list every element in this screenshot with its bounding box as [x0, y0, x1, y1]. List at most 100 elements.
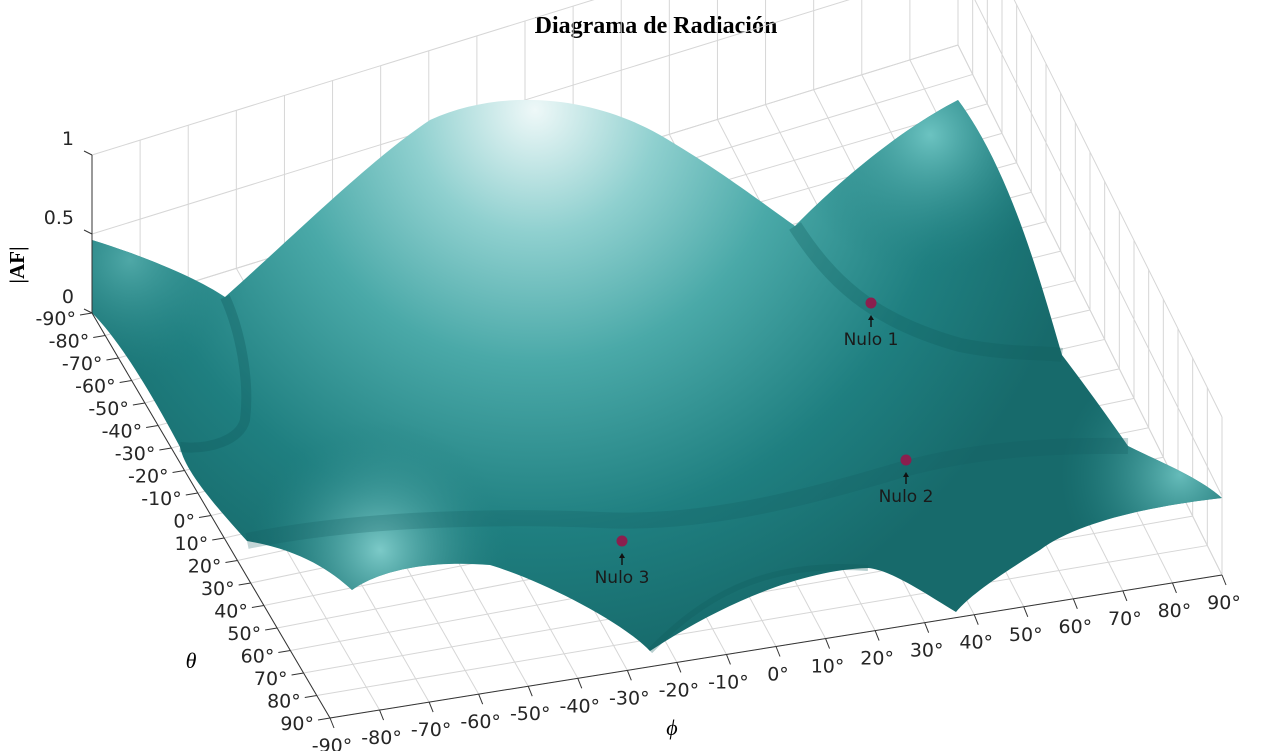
theta-tick-label: -60°	[75, 376, 116, 398]
theta-tick-label: 60°	[241, 646, 275, 668]
theta-tick-label: 50°	[227, 623, 261, 645]
theta-tick-mark	[317, 717, 331, 721]
theta-tick-mark	[198, 515, 212, 518]
null-point	[616, 535, 628, 547]
phi-tick-label: -20°	[659, 679, 700, 701]
surface-valley	[789, 222, 1063, 362]
phi-tick-label: 0°	[767, 664, 789, 686]
z-tick-label: 0	[62, 286, 74, 308]
theta-tick-label: -30°	[115, 443, 156, 465]
phi-tick-mark	[1171, 582, 1177, 594]
surface-lobe-shade	[92, 99, 1222, 651]
phi-tick-mark	[1023, 606, 1029, 617]
phi-tick-label: -90°	[312, 735, 353, 751]
null-arrow-head	[868, 315, 874, 320]
theta-tick-mark	[225, 560, 238, 563]
phi-tick-mark	[1221, 574, 1227, 586]
surface-valley	[647, 564, 869, 654]
theta-tick-mark	[265, 627, 278, 631]
z-grid-line	[91, 0, 1223, 418]
null-arrow-head	[903, 472, 909, 477]
theta-tick-mark	[304, 695, 317, 698]
phi-tick-label: 70°	[1108, 608, 1142, 630]
null-point	[865, 297, 877, 309]
floor-grid-line	[316, 545, 1208, 696]
phi-tick-label: 20°	[860, 648, 894, 670]
null-point	[900, 454, 912, 466]
theta-tick-label: -40°	[102, 421, 143, 443]
phi-tick-mark	[1072, 598, 1078, 610]
surface-valley	[245, 437, 1129, 549]
phi-tick-mark	[478, 693, 484, 705]
phi-tick-label: -70°	[411, 719, 452, 741]
chart-title: Diagrama de Radiación	[535, 13, 778, 39]
phi-tick-mark	[527, 686, 533, 697]
phi-tick-label: 50°	[1009, 624, 1043, 646]
z-tick-mark	[83, 150, 93, 156]
z-axis-label: |AF|	[5, 246, 29, 283]
phi-tick-label: 30°	[910, 640, 944, 662]
z-tick-mark	[83, 308, 93, 314]
phi-tick-label: -60°	[460, 711, 501, 733]
theta-tick-label: -80°	[49, 331, 90, 353]
theta-tick-mark	[185, 492, 198, 496]
null-label: Nulo 2	[879, 487, 934, 507]
theta-axis-ticks: -90°-80°-70°-60°-50°-40°-30°-20°-10°0°10…	[35, 308, 331, 735]
z-axis-ticks: 00.51	[44, 128, 93, 314]
phi-axis-label: ϕ	[666, 715, 677, 740]
phi-axis-ticks: -90° -80° -70° -60° -50° -40° -30° -20° -10° 0° 10…	[312, 574, 1241, 751]
theta-tick-label: -90°	[35, 308, 76, 330]
null-annotations: Nulo 1 Nulo 2 Nulo 3	[595, 297, 934, 588]
theta-tick-label: 0°	[173, 511, 195, 533]
theta-tick-mark	[132, 402, 145, 406]
phi-tick-label: 90°	[1207, 592, 1241, 614]
theta-tick-mark	[146, 425, 159, 428]
phi-tick-mark	[973, 614, 979, 625]
theta-tick-mark	[238, 582, 251, 586]
phi-tick-label: 60°	[1058, 616, 1092, 638]
theta-tick-label: 10°	[175, 533, 209, 555]
af-surface	[92, 99, 1222, 654]
phi-tick-label: 10°	[811, 656, 845, 678]
null-marker: Nulo 3	[595, 535, 650, 588]
theta-tick-mark	[291, 672, 304, 676]
phi-tick-label: -80°	[361, 727, 402, 749]
null-arrow-head	[619, 553, 625, 558]
theta-tick-mark	[119, 380, 132, 383]
theta-tick-label: -70°	[62, 353, 103, 375]
phi-tick-mark	[676, 662, 682, 673]
phi-tick-mark	[825, 638, 831, 649]
phi-tick-mark	[924, 622, 930, 633]
z-tick-label: 0.5	[44, 207, 74, 229]
null-label: Nulo 3	[595, 568, 650, 588]
theta-tick-label: 80°	[267, 691, 301, 713]
phi-tick-label: -40°	[560, 695, 601, 717]
theta-axis-label: θ	[186, 648, 197, 673]
theta-tick-label: 30°	[201, 578, 235, 600]
z-tick-mark	[83, 229, 93, 235]
theta-tick-mark	[278, 650, 291, 653]
theta-tick-label: -10°	[141, 488, 182, 510]
z-grid-line	[91, 0, 1223, 497]
surface-valley	[179, 294, 252, 453]
theta-tick-label: -20°	[128, 466, 169, 488]
phi-tick-label: 40°	[959, 632, 993, 654]
phi-tick-mark	[1122, 590, 1128, 602]
theta-tick-label: 70°	[254, 668, 288, 690]
theta-tick-label: 90°	[280, 713, 314, 735]
phi-tick-mark	[775, 646, 781, 657]
phi-tick-mark	[874, 630, 880, 641]
phi-tick-label: -30°	[609, 687, 650, 709]
theta-tick-mark	[93, 335, 106, 338]
theta-tick-label: -50°	[88, 398, 129, 420]
phi-tick-label: 80°	[1158, 600, 1192, 622]
phi-tick-mark	[626, 670, 632, 681]
theta-tick-mark	[159, 447, 172, 451]
theta-tick-label: 20°	[188, 556, 222, 578]
phi-tick-mark	[577, 678, 583, 689]
z-tick-label: 1	[62, 128, 74, 150]
theta-tick-mark	[251, 605, 264, 608]
phi-tick-mark	[428, 701, 434, 713]
phi-tick-mark	[379, 709, 385, 721]
